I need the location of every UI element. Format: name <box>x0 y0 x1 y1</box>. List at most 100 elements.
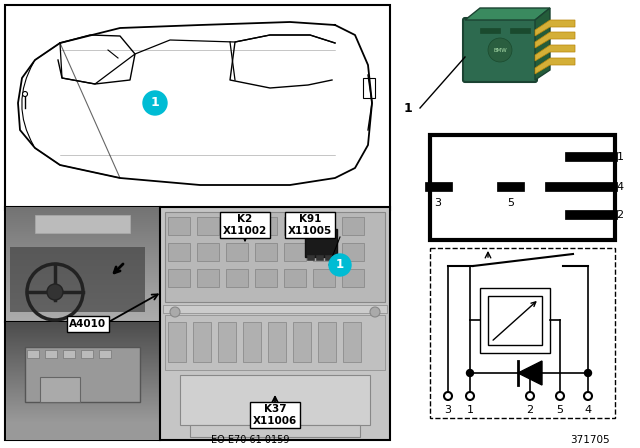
Bar <box>6 422 159 423</box>
Bar <box>6 241 159 242</box>
Bar <box>6 212 159 213</box>
Bar <box>6 211 159 212</box>
Bar <box>180 375 370 425</box>
Bar <box>6 255 159 256</box>
Bar <box>6 276 159 277</box>
Bar <box>488 296 542 345</box>
Bar <box>6 334 159 335</box>
Polygon shape <box>535 32 575 48</box>
Bar <box>6 304 159 305</box>
Bar <box>35 215 130 233</box>
Bar <box>6 383 159 384</box>
Bar <box>307 255 314 260</box>
Bar <box>6 210 159 211</box>
Bar <box>316 255 323 260</box>
Bar <box>6 436 159 437</box>
Circle shape <box>444 392 452 400</box>
Bar <box>313 269 335 287</box>
Polygon shape <box>535 20 575 36</box>
Bar <box>6 242 159 243</box>
Bar <box>363 78 375 98</box>
Bar <box>6 355 159 356</box>
Bar <box>6 306 159 307</box>
Bar <box>6 281 159 282</box>
Bar <box>510 28 530 33</box>
Bar <box>6 341 159 342</box>
Bar <box>6 386 159 387</box>
Bar <box>6 320 159 321</box>
Bar <box>6 296 159 297</box>
Text: K37
X11006: K37 X11006 <box>253 404 297 426</box>
Bar <box>6 356 159 357</box>
Bar <box>6 277 159 278</box>
Circle shape <box>143 91 167 115</box>
Bar <box>6 282 159 283</box>
Bar <box>6 404 159 405</box>
Polygon shape <box>465 8 550 20</box>
Bar <box>193 322 211 362</box>
Bar <box>243 322 261 362</box>
Bar <box>6 294 159 295</box>
Bar <box>6 344 159 345</box>
Bar <box>63 350 75 358</box>
Bar <box>6 250 159 251</box>
Bar <box>6 348 159 349</box>
Bar <box>190 425 360 437</box>
Circle shape <box>467 370 474 376</box>
Bar <box>6 351 159 352</box>
Bar <box>6 401 159 402</box>
Bar <box>6 373 159 374</box>
Bar <box>6 246 159 247</box>
Bar <box>6 435 159 436</box>
Bar <box>6 431 159 432</box>
Bar <box>6 361 159 362</box>
Bar <box>218 322 236 362</box>
Bar <box>6 336 159 337</box>
Bar <box>6 275 159 276</box>
Bar <box>6 367 159 368</box>
Bar <box>40 377 80 402</box>
Text: 1: 1 <box>150 96 159 109</box>
Bar <box>6 327 159 328</box>
Bar <box>6 240 159 241</box>
Bar <box>6 390 159 391</box>
Bar <box>6 269 159 270</box>
Bar <box>6 428 159 429</box>
Text: 2: 2 <box>527 405 534 415</box>
Text: 4: 4 <box>616 182 623 192</box>
Bar <box>6 309 159 310</box>
Bar <box>6 252 159 253</box>
Bar <box>6 392 159 393</box>
Bar <box>6 254 159 255</box>
Bar <box>10 247 145 312</box>
Bar <box>6 219 159 220</box>
Bar <box>6 393 159 394</box>
Bar <box>6 326 159 327</box>
Bar <box>313 243 335 261</box>
Bar <box>6 332 159 333</box>
Bar <box>6 303 159 304</box>
Bar <box>6 360 159 361</box>
Bar <box>6 230 159 231</box>
Circle shape <box>584 370 591 376</box>
Bar <box>6 400 159 401</box>
Polygon shape <box>535 8 550 80</box>
Bar <box>6 424 159 425</box>
Bar <box>6 214 159 215</box>
Bar <box>6 411 159 412</box>
Bar <box>6 346 159 347</box>
Bar <box>6 432 159 433</box>
Bar <box>293 322 311 362</box>
Bar <box>6 227 159 228</box>
Circle shape <box>22 91 28 96</box>
Bar <box>6 349 159 350</box>
Bar <box>6 339 159 340</box>
Bar <box>6 297 159 298</box>
Bar <box>6 414 159 415</box>
Bar <box>342 269 364 287</box>
Bar <box>6 357 159 358</box>
Bar <box>6 425 159 426</box>
Bar <box>284 217 306 235</box>
Text: BMW: BMW <box>493 47 507 52</box>
Bar <box>6 270 159 271</box>
